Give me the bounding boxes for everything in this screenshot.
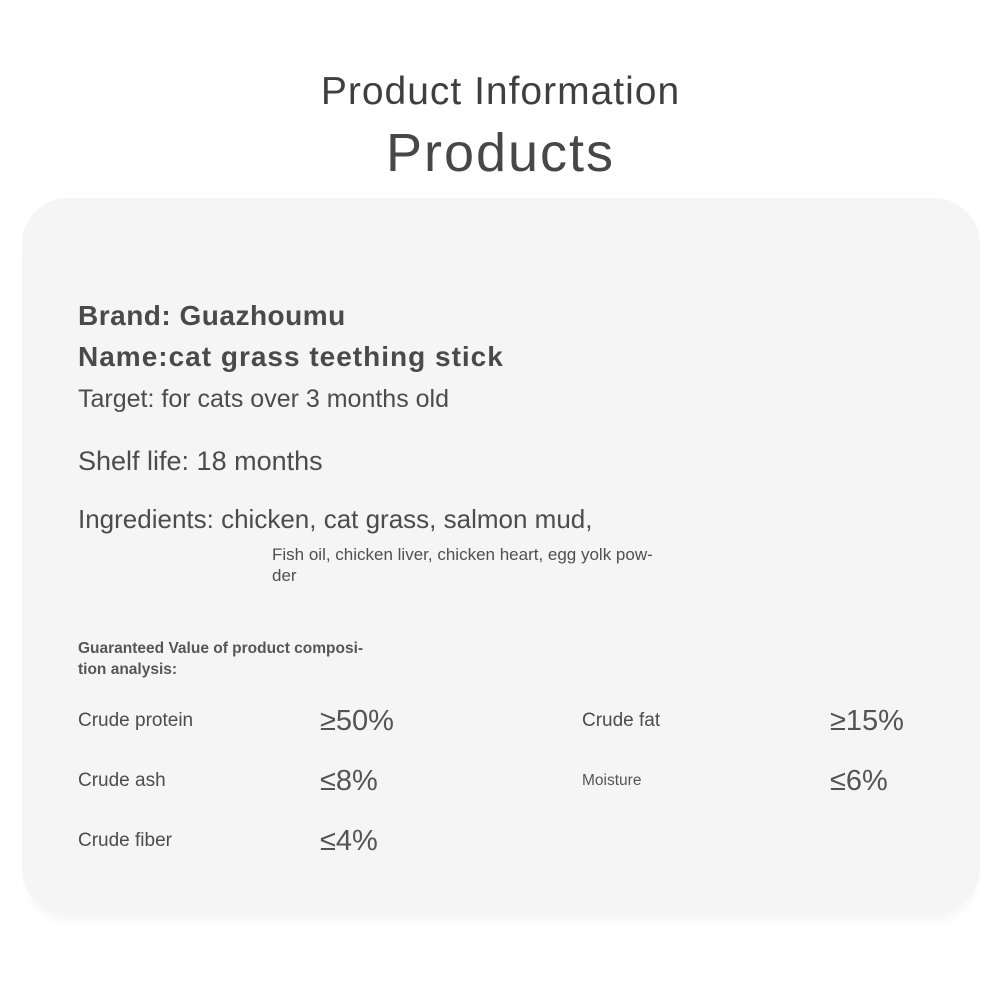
guaranteed-value-heading-line1: Guaranteed Value of product composi-: [78, 640, 364, 657]
product-name-line: Name:cat grass teething stick: [78, 341, 504, 372]
nutrition-value-crude-fiber: ≤4%: [320, 824, 378, 857]
nutrition-value-crude-ash: ≤8%: [320, 764, 378, 797]
target-line: Target: for cats over 3 months old: [78, 385, 450, 413]
shelf-life-line: Shelf life: 18 months: [78, 446, 323, 476]
guaranteed-value-heading-line2: tion analysis:: [78, 661, 178, 678]
nutrition-label-crude-fat: Crude fat: [582, 710, 661, 731]
nutrition-label-moisture: Moisture: [582, 772, 642, 789]
nutrition-value-moisture: ≤6%: [830, 764, 888, 797]
ingredients-continuation-line1: Fish oil, chicken liver, chicken heart, …: [272, 545, 653, 564]
nutrition-label-crude-ash: Crude ash: [78, 770, 166, 791]
nutrition-value-crude-protein: ≥50%: [320, 704, 394, 737]
nutrition-label-crude-fiber: Crude fiber: [78, 830, 172, 851]
page-title: Product Information: [320, 70, 681, 113]
nutrition-table: Crude protein ≥50% Crude fat ≥15% Crude …: [78, 691, 958, 871]
brand-line: Brand: Guazhoumu: [78, 300, 346, 331]
ingredients-line: Ingredients: chicken, cat grass, salmon …: [78, 504, 593, 534]
nutrition-label-crude-protein: Crude protein: [78, 710, 194, 731]
product-info-card: Brand: Guazhoumu Name:cat grass teething…: [22, 198, 980, 914]
ingredients-continuation: Fish oil, chicken liver, chicken heart, …: [272, 544, 653, 586]
guaranteed-value-heading: Guaranteed Value of product composi- tio…: [78, 638, 363, 680]
ingredients-continuation-line2: der: [272, 566, 297, 585]
page-subtitle: Products: [385, 123, 616, 183]
nutrition-value-crude-fat: ≥15%: [830, 704, 904, 737]
